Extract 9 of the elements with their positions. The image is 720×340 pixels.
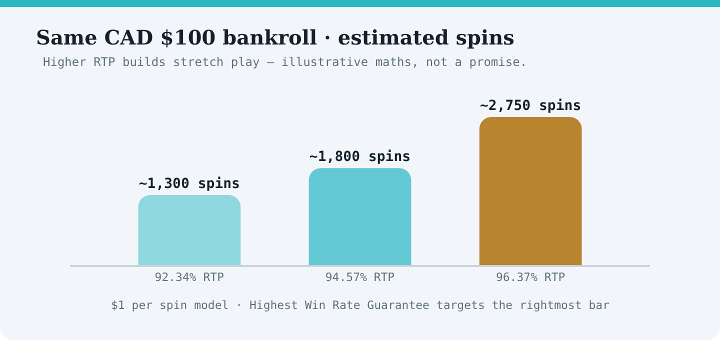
x-tick-label: 92.34% RTP	[154, 270, 224, 284]
x-tick-label: 94.57% RTP	[325, 270, 395, 284]
data-label: ~2,750 spins	[480, 98, 582, 114]
data-label: ~1,800 spins	[309, 149, 411, 166]
x-tick-label: 96.37% RTP	[496, 270, 566, 284]
chart-subtitle: Higher RTP builds stretch play — illustrative maths, not a promise.	[43, 55, 528, 69]
chart-title: Same CAD $100 bankroll · estimated spins	[36, 25, 514, 50]
data-label: ~1,300 spins	[138, 176, 240, 192]
text: $1 per spin model · Highest Win Rate Guarantee targets the rightmost bar	[111, 298, 610, 312]
